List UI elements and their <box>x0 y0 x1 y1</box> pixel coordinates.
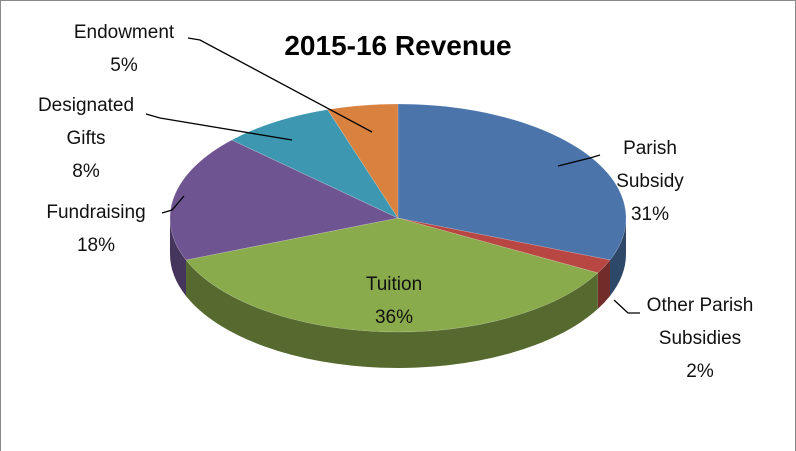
category-label: Tuition <box>365 274 423 295</box>
pie-slice-side <box>170 218 187 296</box>
slice-label: Other Parish Subsidies 2% <box>625 289 775 388</box>
value-label: 8% <box>72 161 100 182</box>
slice-label: Endowment 5% <box>54 16 194 82</box>
value-label: 18% <box>76 235 116 256</box>
pie-slice <box>169 139 399 261</box>
leader-line <box>557 154 601 167</box>
chart-title: 2015-16 Revenue <box>284 30 512 61</box>
leader-line <box>145 113 293 141</box>
pie-slice-side <box>597 259 610 309</box>
category-label: Parish Subsidy <box>616 138 684 192</box>
value-label: 36% <box>374 307 414 328</box>
slice-label: Fundraising 18% <box>26 196 166 262</box>
leader-line <box>613 299 640 314</box>
pie-slice <box>397 103 627 261</box>
category-label: Endowment <box>73 22 175 43</box>
category-label: Fundraising <box>46 202 146 223</box>
pie-slice-side <box>609 218 626 296</box>
pie <box>169 103 627 369</box>
value-label: 2% <box>686 361 714 382</box>
slice-label: Parish Subsidy 31% <box>590 132 710 231</box>
value-label: 31% <box>630 204 670 225</box>
leader-line <box>187 37 373 133</box>
slice-label: Designated Gifts 8% <box>16 89 156 188</box>
leader-line <box>161 195 185 214</box>
category-label: Other Parish Subsidies <box>646 295 754 349</box>
value-label: 5% <box>110 55 138 76</box>
pie-slice <box>397 217 611 274</box>
category-label: Designated Gifts <box>37 95 135 149</box>
pie-slice <box>327 103 399 220</box>
pie-slice-side <box>186 259 598 369</box>
leader-lines <box>145 37 640 314</box>
slice-label: Tuition 36% <box>334 268 454 334</box>
pie-slice <box>185 217 599 333</box>
